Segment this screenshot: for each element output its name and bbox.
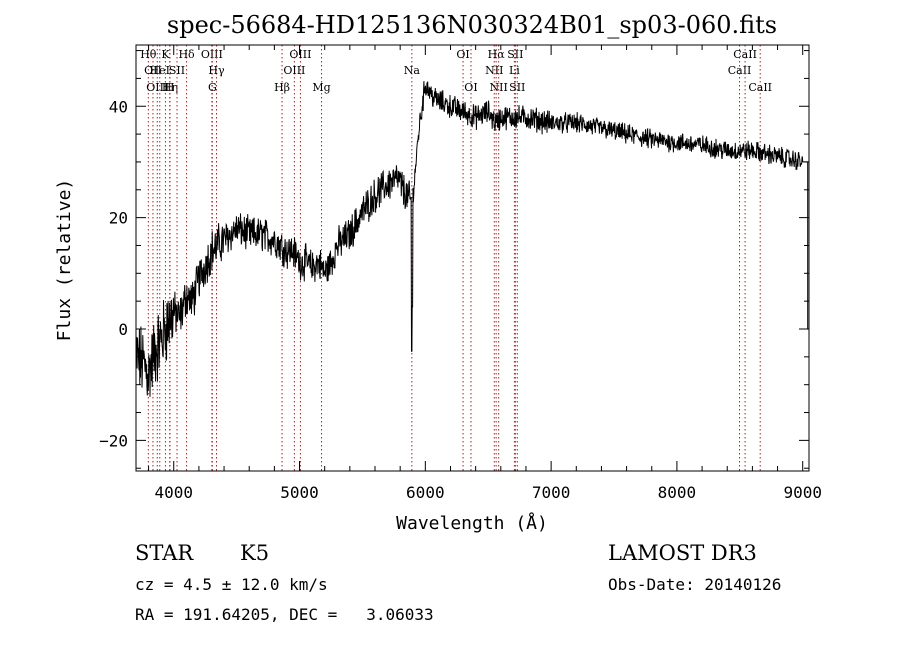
line-marker-label: OIII [146, 81, 168, 94]
line-marker-label: Hδ [178, 48, 195, 61]
x-tick-label: 6000 [406, 483, 445, 502]
line-marker-label: NII [485, 64, 503, 77]
line-marker-label: CaII [748, 81, 772, 94]
x-tick-label: 4000 [154, 483, 193, 502]
line-marker-label: Hη [162, 81, 178, 94]
chart-title: spec-56684-HD125136N030324B01_sp03-060.f… [167, 11, 777, 39]
line-marker-label: G [208, 81, 217, 94]
line-marker-label: Hγ [208, 64, 225, 77]
line-marker-label: K [161, 48, 170, 61]
plot-frame [135, 44, 810, 472]
redshift-info: cz = 4.5 ± 12.0 km/s [135, 575, 328, 594]
line-marker-label: OIII [283, 64, 305, 77]
line-marker-label: CaII [728, 64, 752, 77]
line-marker-label: SII [507, 48, 523, 61]
line-marker-label: H [165, 81, 175, 94]
line-marker-label: OI [456, 48, 469, 61]
object-class: STAR [135, 541, 194, 565]
line-marker-label: CaII [733, 48, 757, 61]
y-tick-label: −20 [99, 431, 128, 450]
x-axis-label: Wavelength (Å) [396, 512, 548, 534]
line-marker-label: SII [169, 64, 185, 77]
x-axis-ticks: 4000 5000 6000 7000 8000 9000 [148, 45, 822, 502]
line-marker-label: HeI [150, 64, 170, 77]
line-marker-label: Na [404, 64, 421, 77]
line-marker-label: OIII [201, 48, 223, 61]
line-marker-label: OIII [289, 48, 311, 61]
line-marker-label: Hα [488, 48, 506, 61]
line-marker-label: Li [509, 64, 520, 77]
object-subclass: K5 [240, 541, 270, 565]
y-tick-label: 20 [109, 209, 128, 228]
y-axis-label: Flux (relative) [54, 179, 75, 342]
line-marker-label: Hβ [274, 81, 290, 94]
spectrum-flux-line [135, 81, 809, 397]
x-tick-label: 9000 [783, 483, 822, 502]
y-axis-ticks: −20 0 20 40 [99, 50, 809, 469]
line-marker-label: NII [490, 81, 508, 94]
x-tick-label: 5000 [280, 483, 319, 502]
x-tick-label: 7000 [532, 483, 571, 502]
y-tick-label: 40 [109, 97, 128, 116]
line-marker-label: Mg [312, 81, 330, 94]
line-marker-label: OI [464, 81, 477, 94]
observation-date: Obs-Date: 20140126 [608, 575, 782, 594]
line-marker-label: SII [509, 81, 525, 94]
survey-name: LAMOST DR3 [608, 541, 757, 565]
coordinates-info: RA = 191.64205, DEC = 3.06033 [135, 605, 434, 624]
y-tick-label: 0 [118, 320, 128, 339]
x-tick-label: 8000 [658, 483, 697, 502]
